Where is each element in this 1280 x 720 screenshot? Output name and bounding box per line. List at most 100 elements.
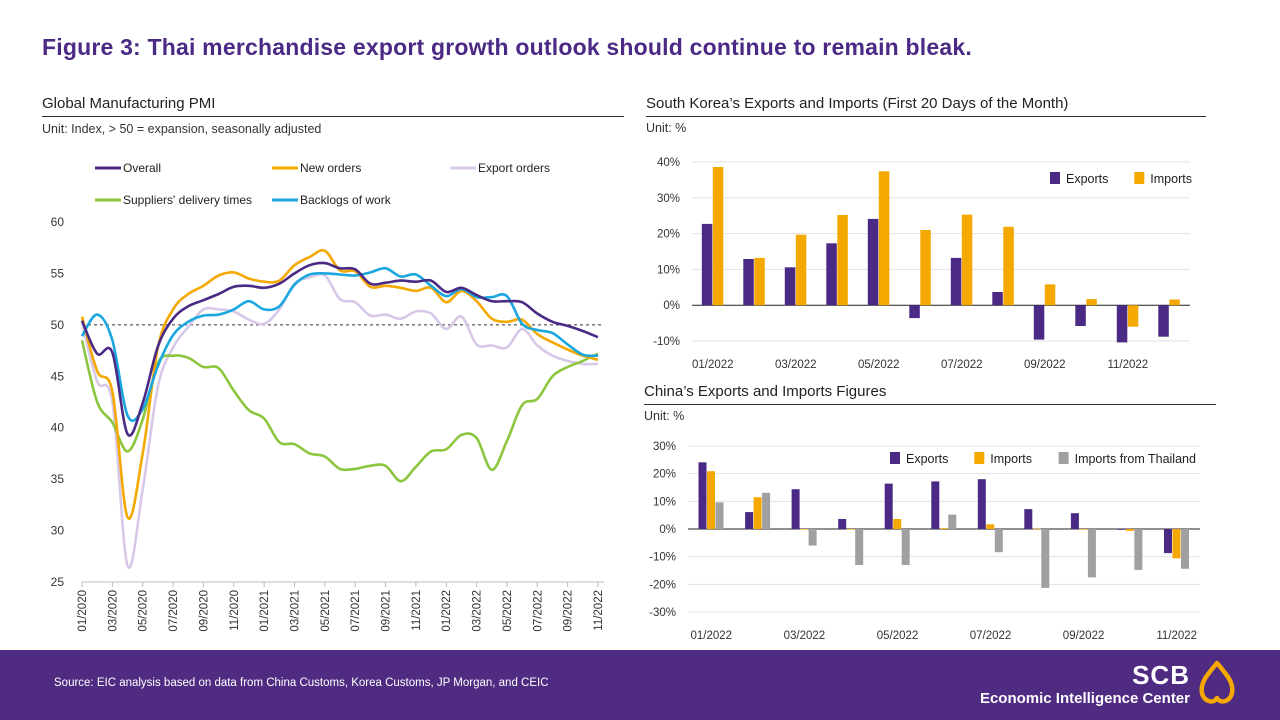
bar-imports — [753, 497, 762, 529]
bar-imports — [1032, 528, 1041, 530]
x-tick-label: 01/2022 — [692, 359, 734, 371]
bar-imports — [1079, 529, 1088, 530]
bar-imports — [1127, 305, 1139, 327]
bar-exports — [743, 259, 754, 306]
bar-imports — [1003, 226, 1014, 306]
bar-imports-from-thailand — [948, 514, 957, 529]
china-bar-chart: 30% 20% 10% 0% -10% -20% -30% 01/2022 03/2022 05/… — [649, 441, 1200, 642]
legend-label-backlogs-of-work: Backlogs of work — [300, 193, 392, 207]
bar-imports-from-thailand — [901, 529, 910, 565]
series-line-overall — [80, 261, 599, 437]
bar-exports — [838, 519, 847, 529]
bar-imports — [961, 214, 973, 306]
figure-title: Figure 3: Thai merchandise export growth… — [42, 34, 972, 60]
bar-imports-from-thailand — [1041, 529, 1050, 588]
bar-exports — [992, 292, 1003, 306]
bar-imports — [795, 234, 807, 306]
pmi-line-chart: Overall New orders Export orders Suppliers'… — [51, 161, 605, 632]
korea-panel-title: South Korea’s Exports and Imports (First… — [646, 95, 1069, 112]
y-tick-label: 30 — [51, 524, 65, 538]
bar-imports — [712, 167, 724, 306]
x-tick-label: 07/2020 — [168, 590, 180, 632]
y-tick-label: 25 — [51, 575, 65, 589]
x-tick-label: 11/2021 — [411, 590, 423, 631]
korea-title-rule — [646, 116, 1206, 117]
series-line-suppliers-delivery-times — [80, 339, 599, 483]
legend-label-imports: Imports — [1150, 172, 1192, 186]
pmi-panel-title: Global Manufacturing PMI — [42, 95, 216, 112]
x-tick-label: 07/2021 — [350, 590, 362, 632]
x-tick-label: 07/2022 — [941, 359, 983, 371]
y-tick-label: 20% — [657, 229, 680, 241]
bar-exports — [1117, 529, 1126, 530]
bar-imports-from-thailand — [762, 492, 771, 529]
korea-unit-label: Unit: % — [646, 121, 687, 135]
bar-exports — [931, 481, 940, 529]
bar-exports — [1033, 305, 1045, 340]
series-line-export-orders — [80, 272, 599, 569]
x-tick-label: 05/2022 — [858, 359, 900, 371]
bar-exports — [977, 479, 986, 529]
bar-exports — [1158, 305, 1169, 337]
x-tick-label: 03/2021 — [289, 590, 301, 632]
x-tick-label: 11/2022 — [593, 590, 605, 631]
x-tick-label: 07/2022 — [970, 630, 1012, 642]
x-tick-label: 05/2020 — [138, 590, 150, 632]
x-tick-label: 09/2022 — [1024, 359, 1066, 371]
legend-label-exports: Exports — [906, 452, 948, 466]
x-tick-label: 07/2022 — [532, 590, 544, 632]
source-note: Source: EIC analysis based on data from … — [54, 677, 549, 689]
legend-swatch-exports — [890, 452, 900, 464]
legend-label-exports: Exports — [1066, 172, 1108, 186]
scb-logo-icon — [1199, 660, 1235, 704]
bar-imports — [878, 171, 890, 306]
x-tick-label: 03/2022 — [784, 630, 826, 642]
bar-imports — [800, 529, 809, 530]
y-tick-label: 35 — [51, 472, 65, 486]
legend-swatch-exports — [1050, 172, 1060, 184]
x-tick-label: 09/2021 — [381, 590, 393, 632]
x-tick-label: 03/2022 — [472, 590, 484, 632]
x-tick-label: 03/2020 — [107, 590, 119, 632]
bar-exports — [909, 305, 920, 319]
legend-label-export-orders: Export orders — [478, 161, 550, 175]
legend-label-new-orders: New orders — [300, 161, 361, 175]
footer-bar — [0, 650, 1280, 720]
bar-imports — [846, 529, 855, 530]
bar-imports — [1044, 284, 1056, 306]
pmi-unit-label: Unit: Index, > 50 = expansion, seasonall… — [42, 122, 322, 136]
x-tick-label: 01/2022 — [441, 590, 453, 632]
x-tick-label: 11/2022 — [1107, 359, 1148, 371]
bar-imports — [986, 524, 995, 529]
bar-exports — [791, 489, 800, 529]
x-tick-label: 01/2020 — [77, 590, 89, 632]
bar-exports — [784, 267, 796, 306]
y-tick-label: 20% — [653, 469, 676, 481]
x-tick-label: 03/2022 — [775, 359, 817, 371]
bar-imports — [893, 519, 902, 529]
pmi-title-rule — [42, 116, 624, 117]
x-tick-label: 09/2022 — [563, 590, 575, 632]
bar-imports — [920, 230, 931, 306]
bar-imports-from-thailand — [1087, 529, 1096, 578]
y-tick-label: 50 — [51, 318, 65, 332]
bar-exports — [826, 243, 837, 306]
y-tick-label: 40 — [51, 421, 65, 435]
bar-imports-from-thailand — [855, 529, 864, 565]
bar-exports — [698, 462, 707, 529]
brand-block: SCB Economic Intelligence Center — [960, 660, 1190, 708]
x-tick-label: 01/2021 — [259, 590, 271, 632]
x-tick-label: 11/2020 — [229, 590, 241, 631]
y-tick-label: -30% — [649, 607, 676, 619]
legend-label-imports-from-thailand: Imports from Thailand — [1075, 452, 1196, 466]
legend-swatch-imports — [974, 452, 985, 464]
x-tick-label: 09/2022 — [1063, 630, 1105, 642]
china-title-rule — [644, 404, 1216, 405]
y-tick-label: 0% — [663, 300, 680, 312]
bar-imports-from-thailand — [808, 529, 817, 546]
y-tick-label: 40% — [657, 157, 680, 169]
bar-imports — [939, 528, 948, 529]
y-tick-label: 45 — [51, 369, 65, 383]
y-tick-label: 30% — [653, 441, 676, 453]
y-tick-label: 0% — [659, 524, 676, 536]
